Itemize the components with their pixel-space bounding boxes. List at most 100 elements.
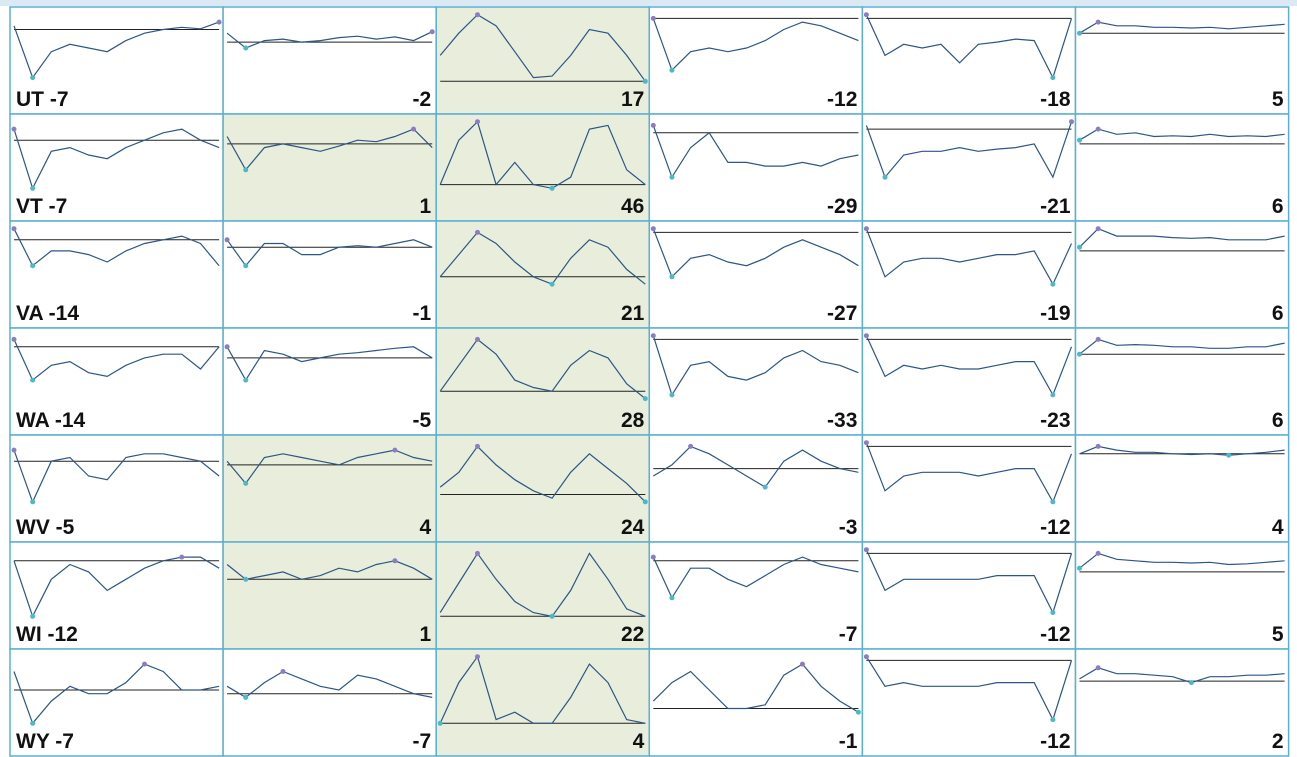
max-marker bbox=[863, 333, 869, 339]
cell-value: 28 bbox=[621, 409, 645, 432]
cell bbox=[1074, 6, 1290, 115]
min-marker bbox=[669, 595, 675, 601]
cell-value: 6 bbox=[1272, 195, 1284, 218]
min-marker bbox=[243, 480, 249, 486]
sparkline bbox=[652, 228, 859, 278]
max-marker bbox=[688, 443, 694, 449]
cell-value: 17 bbox=[621, 88, 644, 111]
min-marker bbox=[1077, 565, 1082, 571]
min-marker bbox=[1050, 75, 1056, 81]
sparkline bbox=[652, 335, 859, 397]
min-marker bbox=[549, 281, 555, 287]
cell bbox=[222, 6, 437, 115]
min-marker bbox=[549, 185, 555, 191]
sparkline bbox=[226, 346, 433, 382]
cell-value: -1 bbox=[839, 730, 858, 753]
sparkline bbox=[652, 18, 859, 72]
sparkline bbox=[865, 335, 1073, 397]
cell bbox=[1074, 113, 1290, 222]
sparkline bbox=[439, 552, 646, 617]
cell bbox=[435, 648, 651, 757]
sparkline bbox=[865, 549, 1073, 615]
max-marker bbox=[1069, 119, 1074, 125]
max-marker bbox=[392, 447, 398, 453]
cell-value: -12 bbox=[1040, 730, 1070, 753]
cell-value: 4 bbox=[420, 516, 432, 539]
cell-value: 24 bbox=[621, 516, 645, 539]
max-marker bbox=[474, 654, 480, 660]
cell-value: 46 bbox=[621, 195, 644, 218]
sparkline bbox=[1079, 445, 1285, 456]
min-marker bbox=[642, 396, 648, 402]
cell-value: -3 bbox=[839, 516, 858, 539]
row-label: WA -14 bbox=[16, 409, 86, 432]
sparkline bbox=[13, 556, 220, 618]
max-marker bbox=[1095, 19, 1101, 25]
min-marker bbox=[882, 174, 888, 180]
max-marker bbox=[1095, 443, 1101, 449]
min-marker bbox=[669, 392, 675, 398]
cell bbox=[435, 434, 651, 543]
cell bbox=[9, 434, 224, 543]
cell-value: 1 bbox=[420, 623, 432, 646]
cell-value: 21 bbox=[621, 302, 645, 325]
max-marker bbox=[474, 443, 480, 449]
sparkline bbox=[226, 560, 433, 580]
max-marker bbox=[650, 333, 656, 339]
cell-value: -29 bbox=[827, 195, 857, 218]
max-marker bbox=[650, 122, 656, 128]
sparkline bbox=[1079, 128, 1285, 141]
max-marker bbox=[11, 447, 17, 453]
cell bbox=[222, 434, 437, 543]
cell bbox=[1074, 648, 1290, 757]
sparkline bbox=[865, 121, 1073, 179]
min-marker bbox=[30, 75, 36, 81]
cell-value: -19 bbox=[1040, 302, 1070, 325]
cell bbox=[861, 541, 1077, 650]
max-marker bbox=[650, 226, 656, 232]
max-marker bbox=[11, 226, 17, 232]
max-marker bbox=[474, 12, 480, 18]
max-marker bbox=[474, 119, 480, 125]
min-marker bbox=[30, 499, 36, 505]
min-marker bbox=[30, 377, 36, 383]
min-marker bbox=[437, 720, 443, 726]
min-marker bbox=[30, 720, 36, 726]
min-marker bbox=[30, 263, 36, 269]
min-marker bbox=[549, 613, 555, 619]
cell bbox=[861, 327, 1077, 436]
max-marker bbox=[224, 344, 230, 350]
cell-value: -21 bbox=[1040, 195, 1071, 218]
sparkline bbox=[13, 128, 220, 190]
cell bbox=[1074, 220, 1290, 329]
max-marker bbox=[11, 336, 17, 342]
min-marker bbox=[243, 167, 249, 173]
min-marker bbox=[1050, 610, 1056, 616]
row-label: VA -14 bbox=[16, 302, 79, 325]
min-marker bbox=[642, 78, 648, 84]
min-marker bbox=[243, 45, 249, 51]
min-marker bbox=[30, 185, 36, 191]
sparkline bbox=[1079, 338, 1285, 355]
cell-value: 22 bbox=[621, 623, 644, 646]
sparkline bbox=[652, 125, 859, 179]
min-marker bbox=[669, 174, 675, 180]
min-marker bbox=[243, 377, 249, 383]
cell bbox=[861, 6, 1077, 115]
cell-value: 5 bbox=[1272, 623, 1284, 646]
row-label: WV -5 bbox=[16, 516, 75, 539]
cell bbox=[861, 113, 1077, 222]
min-marker bbox=[1226, 452, 1232, 458]
cell-value: -7 bbox=[413, 730, 432, 753]
cell bbox=[648, 327, 864, 436]
sparkline bbox=[439, 231, 646, 285]
sparkline bbox=[865, 656, 1073, 722]
max-marker bbox=[224, 237, 230, 243]
min-marker bbox=[30, 613, 36, 619]
cell bbox=[9, 648, 224, 757]
max-marker bbox=[799, 661, 805, 667]
sparkline bbox=[439, 655, 646, 724]
sparkline bbox=[13, 21, 220, 79]
cell bbox=[648, 648, 864, 757]
